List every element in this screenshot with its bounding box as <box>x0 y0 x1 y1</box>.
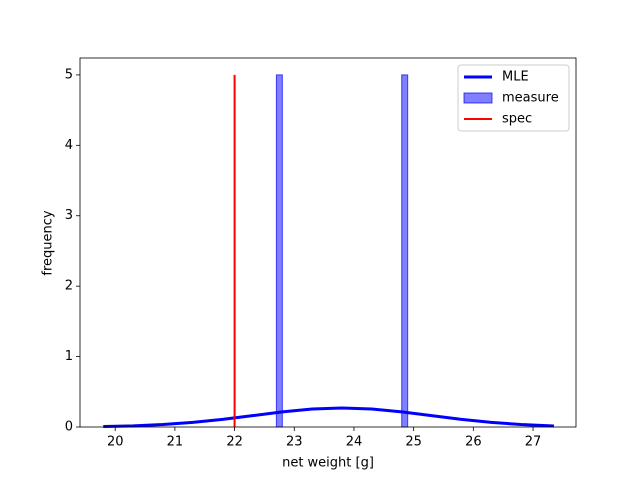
x-tick-label: 27 <box>525 435 542 450</box>
y-tick-label: 5 <box>65 67 73 82</box>
x-tick-label: 24 <box>346 435 363 450</box>
x-tick-label: 22 <box>226 435 243 450</box>
y-tick-label: 3 <box>65 208 73 223</box>
legend-label: spec <box>502 112 532 127</box>
histogram-bar <box>275 74 283 428</box>
legend-key <box>463 92 493 104</box>
plot-frame <box>79 57 577 428</box>
y-tick-label: 2 <box>65 279 73 294</box>
histogram-bar <box>401 74 409 428</box>
x-tick-label: 25 <box>405 435 422 450</box>
x-tick-label: 26 <box>465 435 482 450</box>
legend-box <box>457 64 570 132</box>
y-tick-label: 4 <box>65 138 73 153</box>
x-tick-label: 23 <box>286 435 303 450</box>
y-axis-label: frequency <box>41 210 56 276</box>
x-tick-label: 21 <box>167 435 184 450</box>
y-tick-label: 0 <box>65 420 73 435</box>
legend-label: measure <box>502 91 559 106</box>
mle-curve <box>103 406 554 429</box>
y-tick-label: 1 <box>65 349 73 364</box>
x-tick-label: 20 <box>107 435 124 450</box>
legend-label: MLE <box>502 70 529 85</box>
x-axis-label: net weight [g] <box>282 456 374 471</box>
